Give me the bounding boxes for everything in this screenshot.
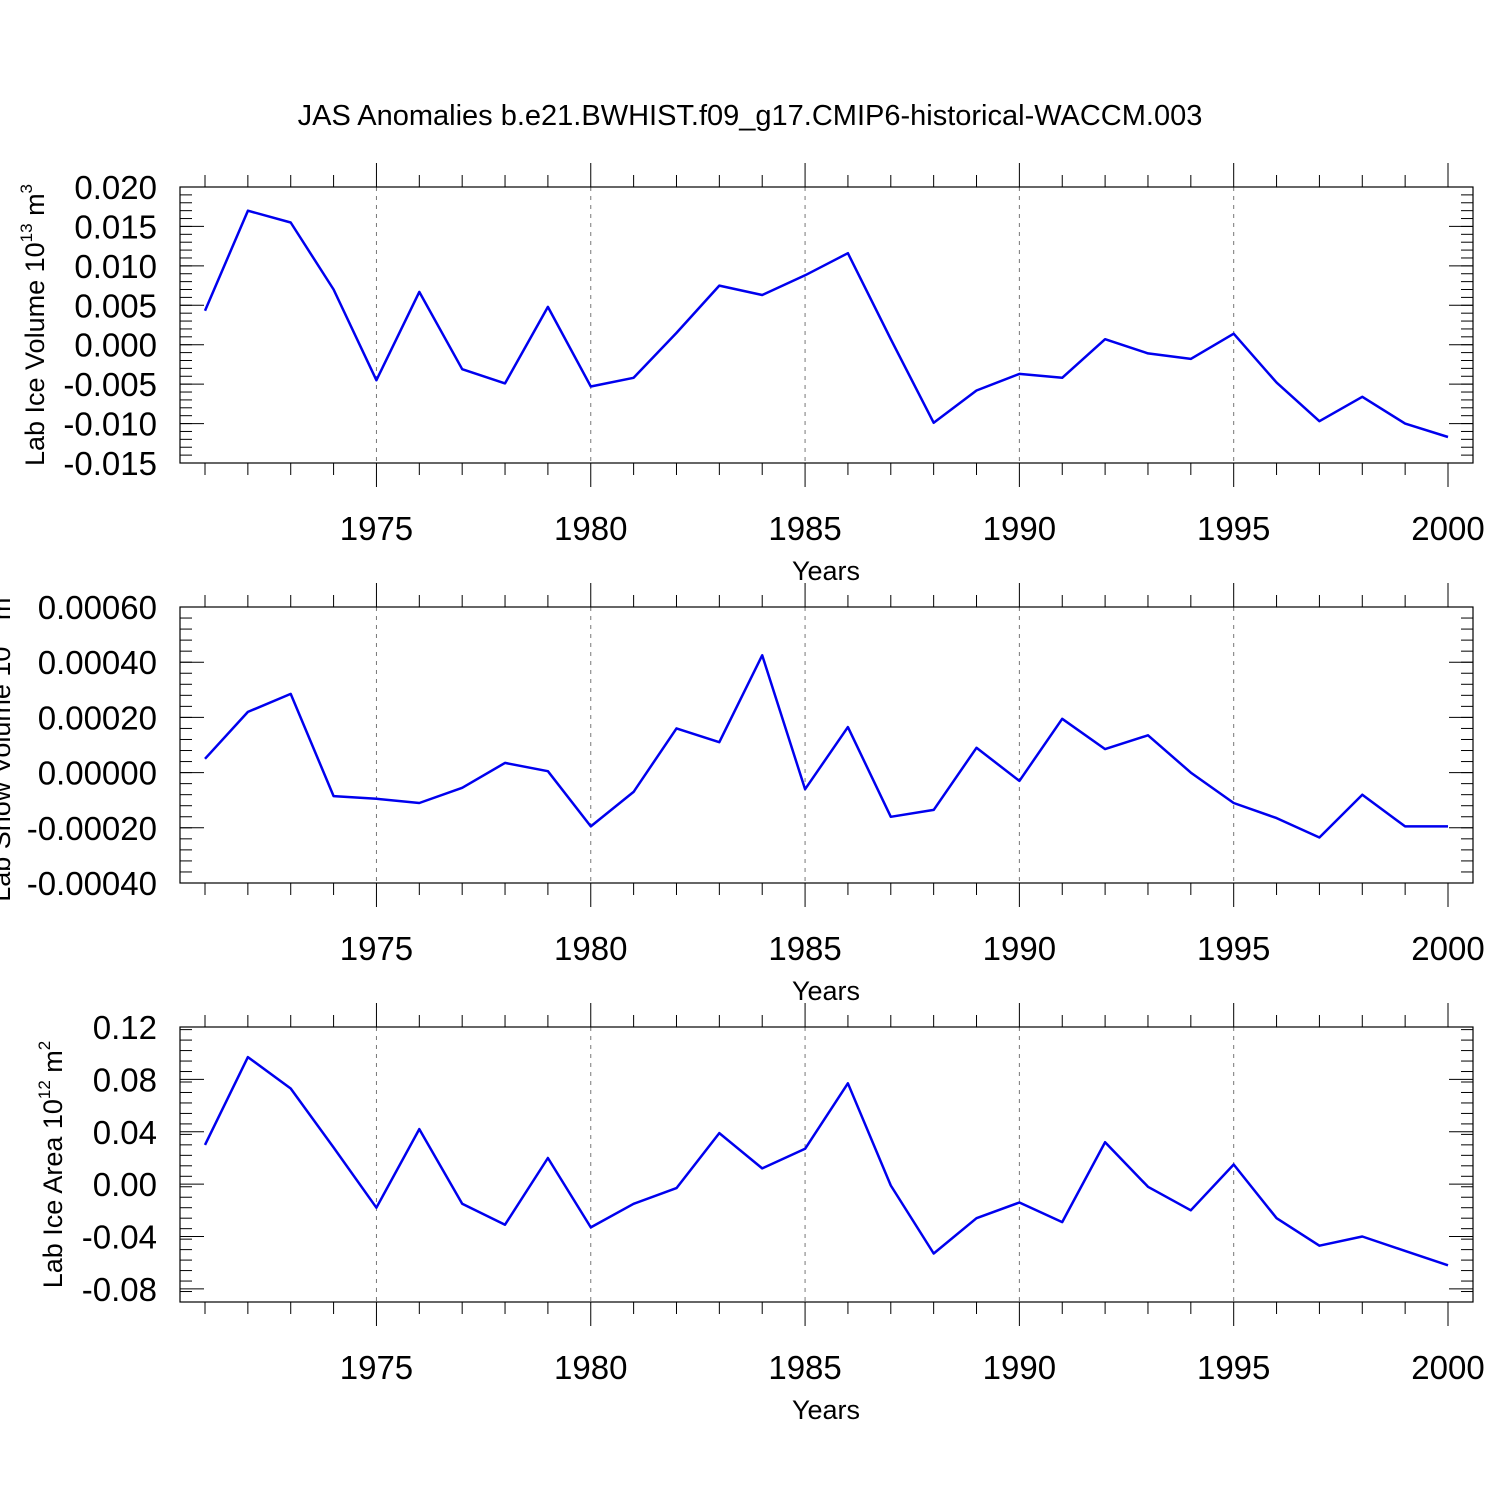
y-axis-title-exponent: 12 bbox=[35, 1080, 54, 1099]
plot-frame bbox=[179, 186, 1474, 464]
x-tick-label: 1980 bbox=[554, 510, 627, 547]
y-tick-label: -0.04 bbox=[82, 1219, 157, 1256]
x-tick-label: 1990 bbox=[983, 510, 1056, 547]
plot-frame bbox=[179, 606, 1474, 884]
chart-panel-1: 1975 1980 1985 1990 1995 2000 Years -0.015-0.01… bbox=[17, 163, 1485, 586]
x-tick-label: 1975 bbox=[340, 510, 413, 547]
y-tick-label: 0.00 bbox=[93, 1166, 157, 1203]
x-tick-label: 1975 bbox=[340, 1349, 413, 1386]
y-tick-label: 0.015 bbox=[74, 208, 157, 245]
x-tick-label: 1985 bbox=[768, 1349, 841, 1386]
x-tick-label: 1980 bbox=[554, 930, 627, 967]
figure-title: JAS Anomalies b.e21.BWHIST.f09_g17.CMIP6… bbox=[298, 100, 1203, 132]
x-tick-label: 1990 bbox=[983, 1349, 1056, 1386]
y-tick-label: 0.00040 bbox=[38, 644, 157, 681]
y-axis-title-unit-exponent: 3 bbox=[17, 184, 36, 193]
y-tick-label: -0.08 bbox=[82, 1271, 157, 1308]
y-axis-title-unit: m bbox=[0, 598, 16, 628]
y-axis-title-text: Lab Ice Volume 10 bbox=[20, 242, 50, 466]
y-axis-title: Lab Ice Volume 1013 m3 bbox=[17, 184, 50, 466]
x-tick-label: 1995 bbox=[1197, 1349, 1270, 1386]
data-series-line bbox=[204, 654, 1448, 839]
y-tick-label: 0.12 bbox=[93, 1009, 157, 1046]
x-tick-label: 1985 bbox=[768, 930, 841, 967]
y-axis-title-text: Lab Ice Area 10 bbox=[38, 1099, 68, 1288]
y-tick-label: 0.010 bbox=[74, 248, 157, 285]
y-tick-label: -0.010 bbox=[63, 406, 157, 443]
x-tick-label: 2000 bbox=[1411, 1349, 1484, 1386]
y-axis-title-unit: m bbox=[38, 1050, 68, 1080]
y-tick-label: -0.015 bbox=[63, 445, 157, 482]
x-tick-label: 2000 bbox=[1411, 510, 1484, 547]
x-axis-title: Years bbox=[792, 556, 860, 586]
y-tick-label: 0.00000 bbox=[38, 755, 157, 792]
y-tick-label: -0.00020 bbox=[27, 810, 157, 847]
y-axis-title-exponent: 13 bbox=[17, 223, 36, 242]
y-axis-title: Lab Snow Volume 1013 m3 bbox=[0, 588, 16, 902]
plot-frame bbox=[179, 1026, 1474, 1303]
x-axis-title: Years bbox=[792, 1395, 860, 1425]
x-tick-label: 1995 bbox=[1197, 930, 1270, 967]
data-series-line bbox=[203, 209, 1449, 439]
y-tick-label: 0.00060 bbox=[38, 589, 157, 626]
y-tick-label: 0.000 bbox=[74, 327, 157, 364]
y-tick-label: 0.00020 bbox=[38, 699, 157, 736]
x-tick-label: 1985 bbox=[768, 510, 841, 547]
x-tick-label: 2000 bbox=[1411, 930, 1484, 967]
y-tick-label: 0.020 bbox=[74, 169, 157, 206]
x-tick-label: 1995 bbox=[1197, 510, 1270, 547]
chart-panel-2: 1975 1980 1985 1990 1995 2000 Years -0.00040 -0.… bbox=[0, 583, 1485, 1006]
data-series-line bbox=[203, 1055, 1449, 1267]
y-tick-label: -0.005 bbox=[63, 366, 157, 403]
y-axis-title-unit: m bbox=[20, 193, 50, 223]
y-axis-title-unit-exponent: 3 bbox=[0, 588, 2, 597]
y-tick-label: 0.005 bbox=[74, 287, 157, 324]
y-tick-label: 0.08 bbox=[93, 1061, 157, 1098]
chart-panel-3: 1975 1980 1985 1990 1995 2000 Years -0.08 -0.04 0… bbox=[35, 1003, 1485, 1425]
x-axis-title: Years bbox=[792, 976, 860, 1006]
x-tick-label: 1980 bbox=[554, 1349, 627, 1386]
y-tick-label: -0.00040 bbox=[27, 865, 157, 902]
y-tick-label: 0.04 bbox=[93, 1114, 157, 1151]
x-tick-label: 1975 bbox=[340, 930, 413, 967]
x-tick-label: 1990 bbox=[983, 930, 1056, 967]
y-axis-title: Lab Ice Area 1012 m2 bbox=[35, 1041, 68, 1289]
y-axis-title-text: Lab Snow Volume 10 bbox=[0, 647, 16, 902]
y-axis-title-unit-exponent: 2 bbox=[35, 1041, 54, 1050]
y-axis-title-exponent: 13 bbox=[0, 628, 2, 647]
